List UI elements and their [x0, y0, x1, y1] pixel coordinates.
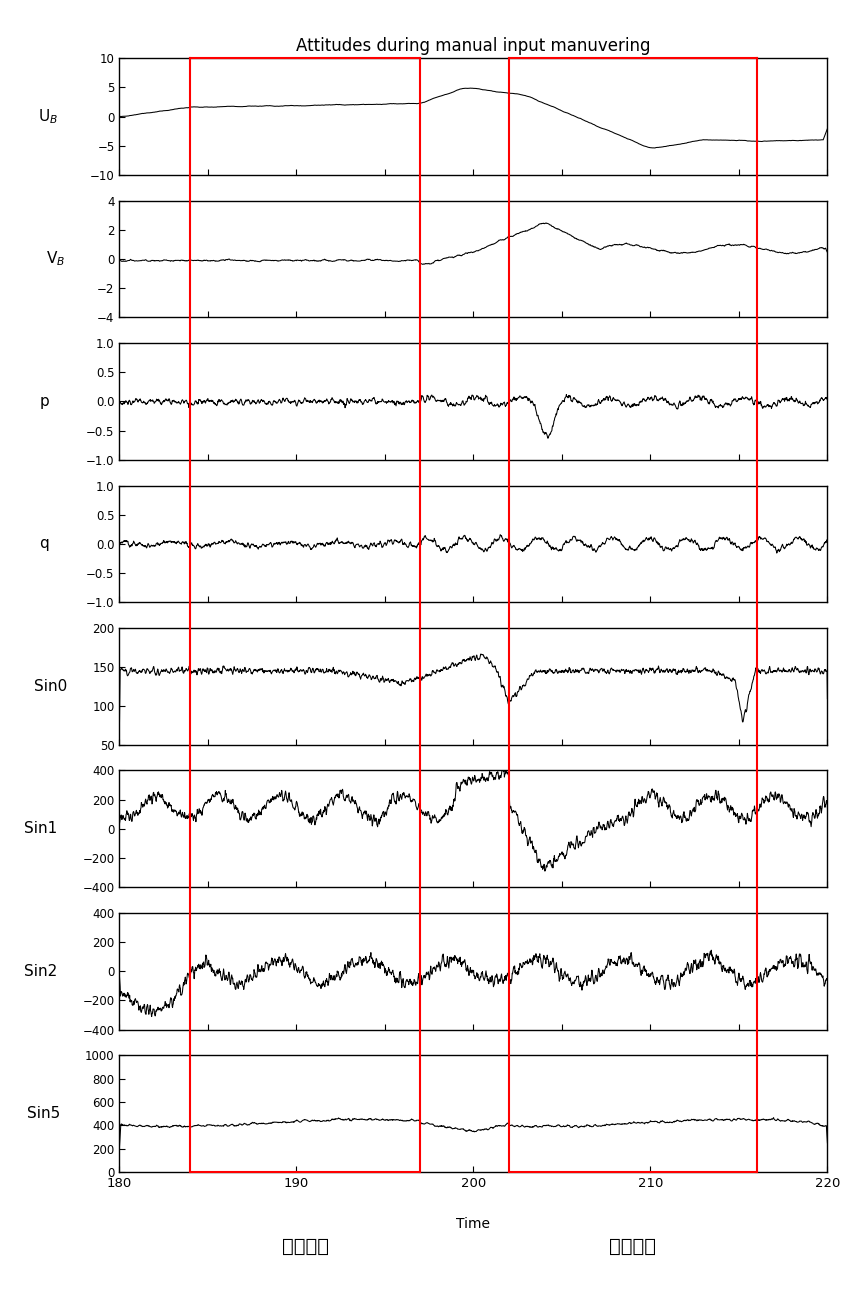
- Y-axis label: U$_B$: U$_B$: [38, 107, 58, 126]
- Text: Time: Time: [456, 1217, 490, 1232]
- Y-axis label: Sin2: Sin2: [24, 963, 57, 979]
- Y-axis label: q: q: [39, 536, 49, 552]
- Y-axis label: V$_B$: V$_B$: [46, 250, 65, 268]
- Y-axis label: Sin1: Sin1: [24, 821, 57, 837]
- Y-axis label: Sin5: Sin5: [26, 1106, 60, 1121]
- Text: 전진비행: 전진비행: [281, 1237, 328, 1256]
- Y-axis label: p: p: [39, 394, 49, 409]
- Y-axis label: Sin0: Sin0: [34, 679, 67, 694]
- Text: 후진비행: 후진비행: [608, 1237, 655, 1256]
- Title: Attitudes during manual input manuvering: Attitudes during manual input manuvering: [296, 38, 650, 56]
